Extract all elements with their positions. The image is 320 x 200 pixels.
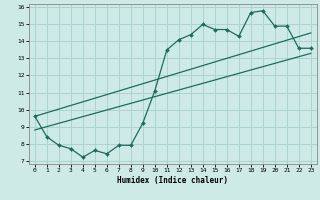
X-axis label: Humidex (Indice chaleur): Humidex (Indice chaleur) bbox=[117, 176, 228, 185]
